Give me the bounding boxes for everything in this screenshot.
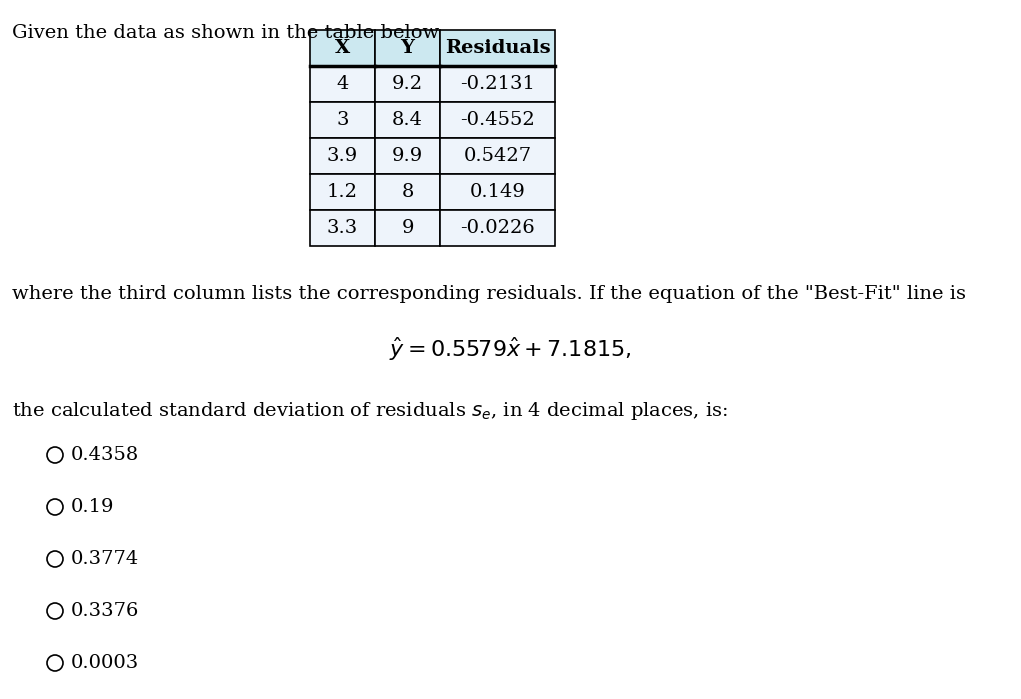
Text: -0.0226: -0.0226 xyxy=(460,219,535,237)
Text: 0.4358: 0.4358 xyxy=(71,446,139,464)
Bar xyxy=(440,102,555,138)
Bar xyxy=(310,174,375,210)
Text: 4: 4 xyxy=(336,75,349,93)
Text: 9.9: 9.9 xyxy=(392,147,423,165)
Text: 0.5427: 0.5427 xyxy=(464,147,532,165)
Bar xyxy=(440,66,555,102)
Bar xyxy=(310,138,375,174)
Circle shape xyxy=(47,655,63,671)
Bar xyxy=(440,174,555,210)
Text: Given the data as shown in the table below: Given the data as shown in the table bel… xyxy=(12,24,439,42)
Bar xyxy=(310,30,375,66)
Bar xyxy=(440,210,555,246)
Text: 0.149: 0.149 xyxy=(470,183,526,201)
Text: -0.2131: -0.2131 xyxy=(460,75,535,93)
Text: 9: 9 xyxy=(401,219,414,237)
Circle shape xyxy=(47,603,63,619)
Bar xyxy=(375,138,440,174)
Text: where the third column lists the corresponding residuals. If the equation of the: where the third column lists the corresp… xyxy=(12,285,966,303)
Bar xyxy=(310,210,375,246)
Bar xyxy=(310,66,375,102)
Bar xyxy=(310,102,375,138)
Text: 3.3: 3.3 xyxy=(327,219,358,237)
Circle shape xyxy=(47,499,63,515)
Text: 3: 3 xyxy=(336,111,349,129)
Circle shape xyxy=(47,551,63,567)
Text: 9.2: 9.2 xyxy=(392,75,423,93)
Text: 0.3774: 0.3774 xyxy=(71,550,139,568)
Bar xyxy=(440,138,555,174)
Text: 8.4: 8.4 xyxy=(392,111,423,129)
Text: 0.0003: 0.0003 xyxy=(71,654,139,672)
Text: 0.3376: 0.3376 xyxy=(71,602,140,620)
Bar xyxy=(375,30,440,66)
Circle shape xyxy=(47,447,63,463)
Bar xyxy=(375,210,440,246)
Bar xyxy=(375,102,440,138)
Text: X: X xyxy=(335,39,350,57)
Text: 8: 8 xyxy=(401,183,414,201)
Text: Y: Y xyxy=(400,39,415,57)
Text: 1.2: 1.2 xyxy=(327,183,358,201)
Text: 0.19: 0.19 xyxy=(71,498,114,516)
Text: 3.9: 3.9 xyxy=(327,147,358,165)
Text: the calculated standard deviation of residuals $s_e$, in 4 decimal places, is:: the calculated standard deviation of res… xyxy=(12,400,728,422)
Text: Residuals: Residuals xyxy=(445,39,550,57)
Text: -0.4552: -0.4552 xyxy=(460,111,535,129)
Bar xyxy=(375,66,440,102)
Text: $\hat{y} = 0.5579\hat{x} + 7.1815,$: $\hat{y} = 0.5579\hat{x} + 7.1815,$ xyxy=(389,335,632,363)
Bar xyxy=(375,174,440,210)
Bar xyxy=(440,30,555,66)
